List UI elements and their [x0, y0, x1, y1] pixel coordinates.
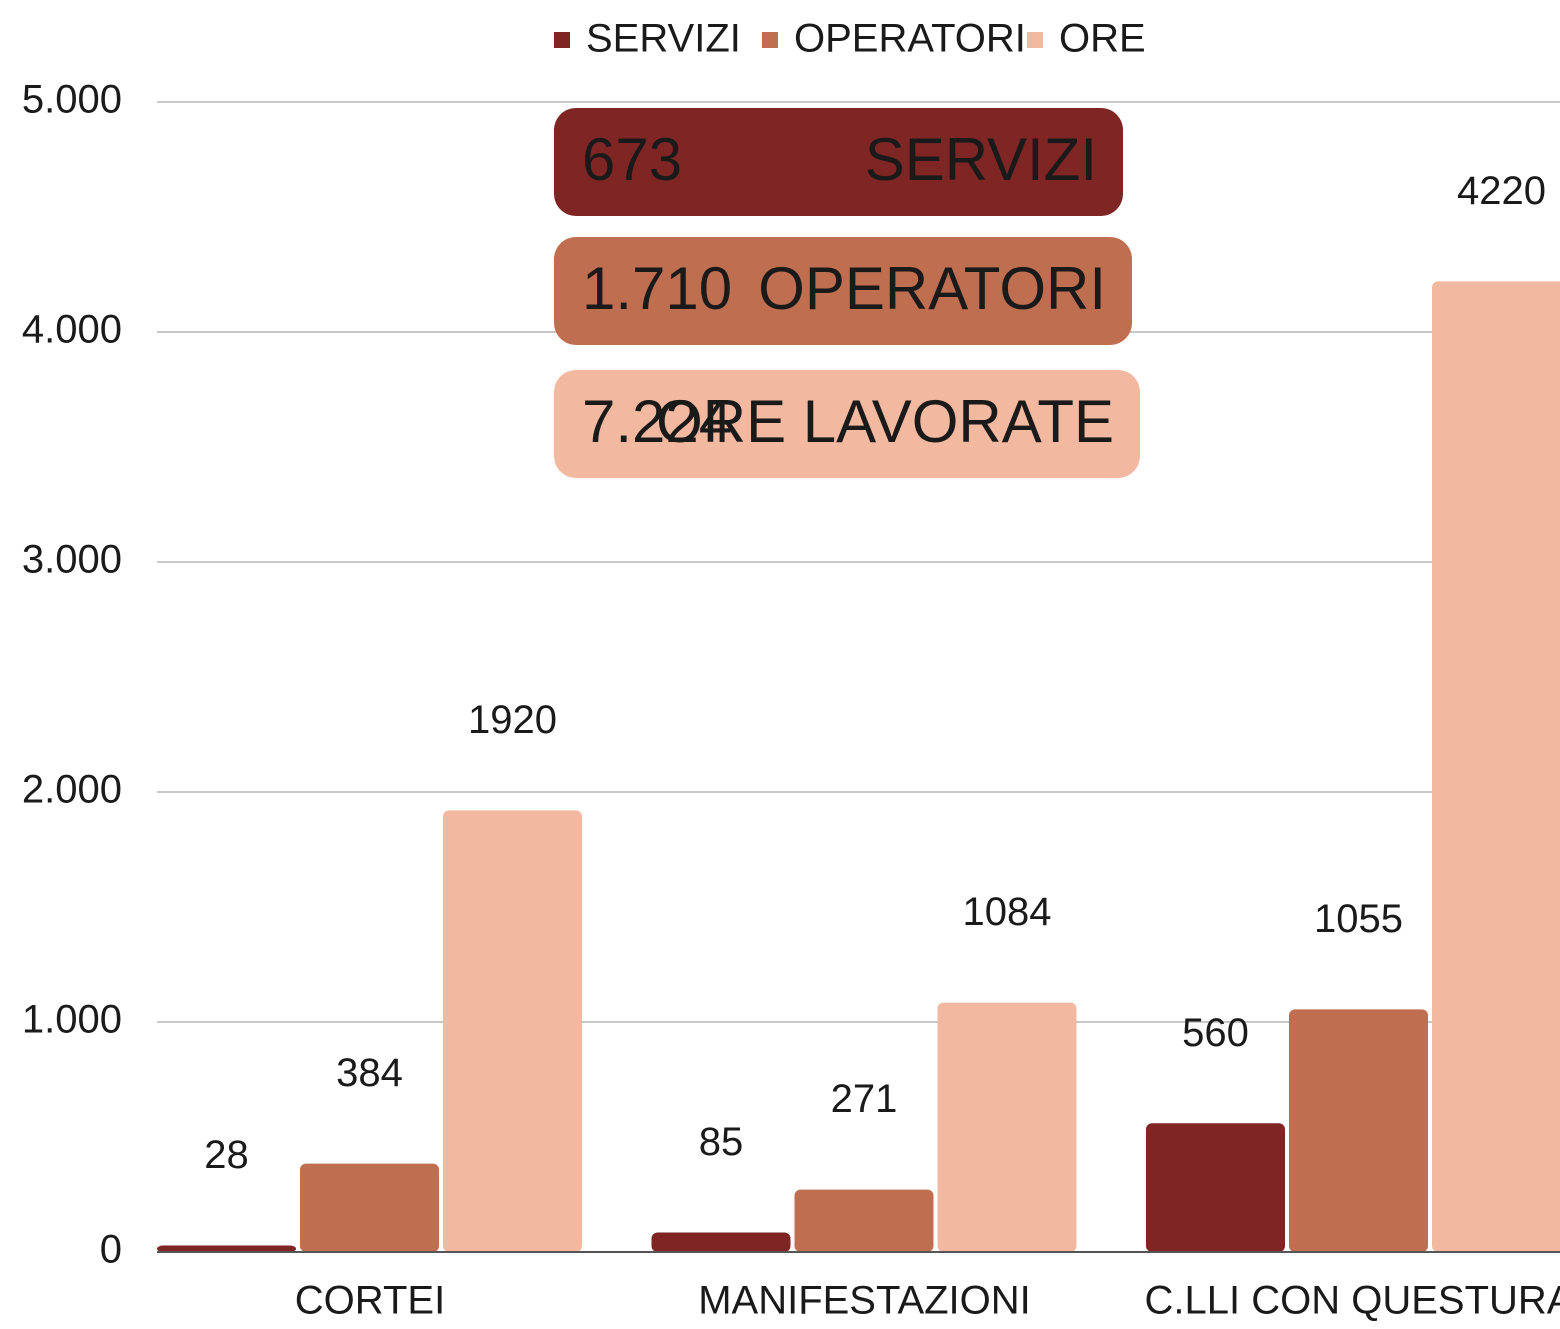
summary-text: OPERATORI: [758, 255, 1106, 322]
summary-number: 673: [582, 126, 682, 193]
data-label: 1920: [468, 698, 557, 742]
x-tick-label: C.LLI CON QUESTURA: [1145, 1279, 1560, 1323]
y-tick-label: 2.000: [22, 768, 122, 812]
summary-text: ORE LAVORATE: [656, 388, 1114, 455]
legend-label: SERVIZI: [586, 17, 741, 61]
legend-label: OPERATORI: [794, 17, 1026, 61]
data-label: 384: [336, 1051, 403, 1095]
bar: [651, 1232, 791, 1252]
bar: [300, 1163, 439, 1252]
legend-swatch: [762, 32, 778, 48]
legend-swatch: [554, 32, 570, 48]
y-tick-label: 4.000: [22, 308, 122, 352]
legend-swatch: [1027, 32, 1043, 48]
y-tick-label: 0: [100, 1228, 122, 1272]
summary-box: [554, 370, 1140, 478]
y-tick-label: 5.000: [22, 78, 122, 122]
summary-text: SERVIZI: [865, 126, 1097, 193]
x-tick-label: MANIFESTAZIONI: [698, 1279, 1031, 1323]
bar: [1432, 281, 1560, 1252]
bar: [1146, 1123, 1285, 1252]
bar: [443, 810, 582, 1252]
summary-number: 1.710: [582, 255, 732, 322]
y-tick-label: 1.000: [22, 998, 122, 1042]
data-label: 85: [699, 1120, 744, 1164]
bar: [794, 1189, 934, 1252]
x-tick-label: CORTEI: [295, 1279, 445, 1323]
data-label: 1084: [963, 890, 1052, 934]
bar: [1289, 1009, 1428, 1252]
data-label: 1055: [1314, 897, 1403, 941]
summary-box: [554, 237, 1132, 345]
y-tick-label: 3.000: [22, 538, 122, 582]
summary-number: 7.224: [582, 388, 732, 455]
bar: [937, 1002, 1077, 1252]
legend-label: ORE: [1059, 17, 1146, 61]
bar: [157, 1245, 296, 1252]
data-label: 560: [1182, 1011, 1249, 1055]
summary-box: [554, 108, 1123, 216]
data-label: 271: [831, 1077, 898, 1121]
data-label: 28: [204, 1133, 249, 1177]
data-label: 4220: [1457, 169, 1546, 213]
